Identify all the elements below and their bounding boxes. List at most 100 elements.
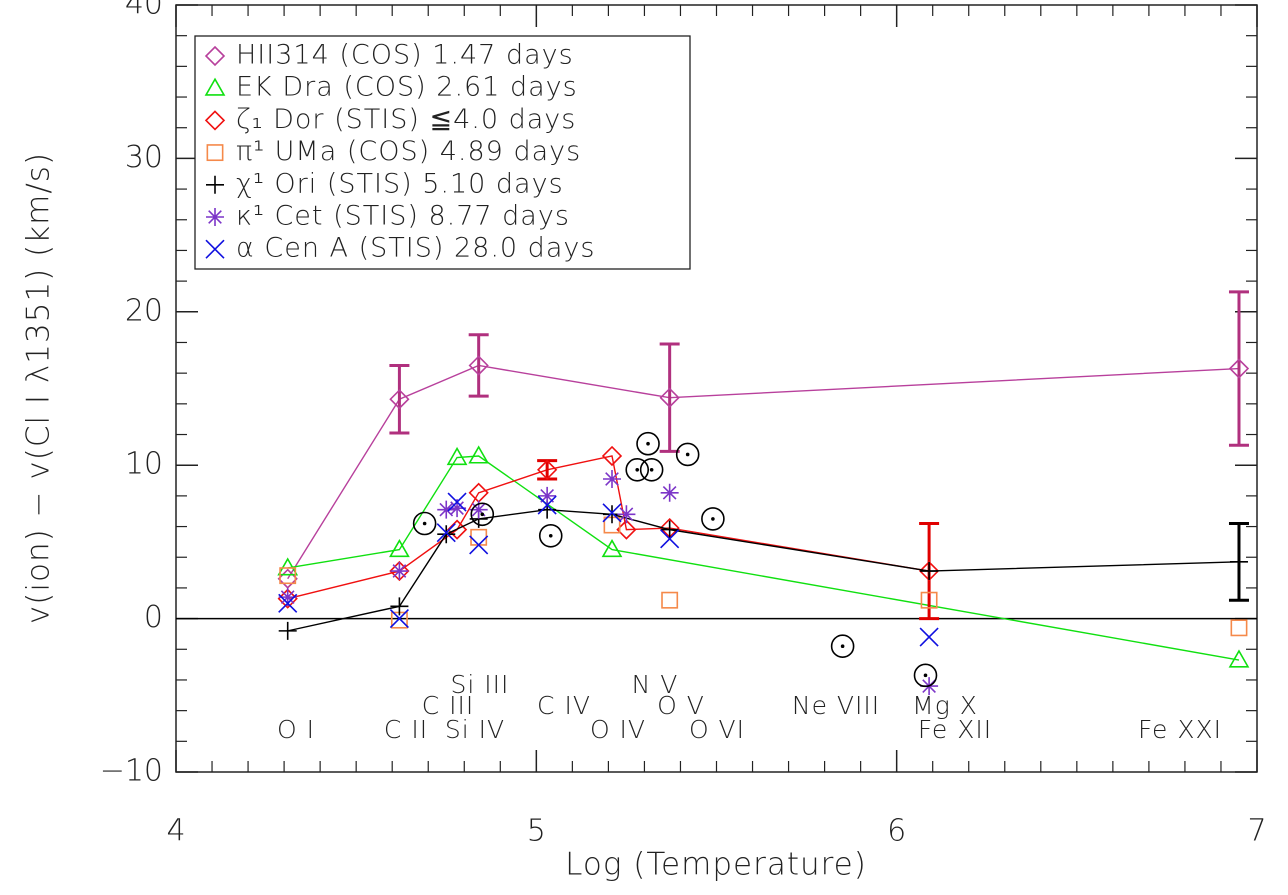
x-tick-label: 7 [1247,814,1266,849]
marker-diamond [277,568,298,589]
marker-diamond [468,355,489,376]
ion-label: N V [632,670,679,699]
marker-sun [636,431,660,456]
marker-sun [639,458,664,482]
marker-plus [390,597,409,616]
marker-plus [206,175,224,194]
ion-label: Si IV [445,715,505,744]
y-tick-label: 0 [144,600,163,635]
marker-square [206,144,224,162]
marker-square [279,567,297,585]
marker-plus [1229,552,1248,571]
ion-label: O I [277,715,315,744]
marker-x [919,627,939,647]
legend-label: HII314 (COS) 1.47 days [236,40,574,71]
ion-label: O IV [590,715,646,744]
marker-triangle [277,557,299,576]
legend-label: π¹ UMa (COS) 4.89 days [236,136,581,167]
marker-triangle [446,446,468,466]
ion-label: Si III [451,670,510,699]
marker-x [447,492,467,512]
legend-label: EK Dra (COS) 2.61 days [236,72,578,103]
marker-square [920,591,938,609]
marker-x [660,529,680,549]
marker-asterisk [603,470,622,489]
error-bar [1228,290,1249,447]
marker-x [537,495,557,515]
marker-diamond [204,110,226,131]
x-tick-label: 5 [527,814,546,849]
marker-diamond [277,588,298,609]
marker-asterisk [448,499,467,518]
series-line [287,455,930,600]
marker-diamond [204,45,226,67]
marker-triangle [389,538,410,558]
marker-diamond [1228,358,1250,379]
marker-sun [470,502,495,527]
marker-asterisk [278,588,297,607]
series-line [287,364,1240,580]
x-axis-label: Log (Temperature) [565,847,867,883]
marker-x [436,523,456,543]
legend-label: ζ₁ Dor (STIS) ≦4.0 days [236,104,576,135]
marker-plus [920,562,939,581]
marker-asterisk [206,208,224,226]
legend-box [194,35,691,270]
marker-asterisk [437,500,456,519]
marker-asterisk [617,505,636,524]
error-bar [537,459,558,481]
x-tick-label: 4 [166,814,185,849]
marker-square [1230,619,1248,637]
marker-diamond [389,389,410,410]
marker-triangle [204,77,226,96]
marker-x [389,609,409,629]
ion-label: C III [422,691,475,720]
ion-label: Fe XII [918,715,992,744]
marker-x [469,535,489,555]
marker-plus [278,621,297,640]
marker-asterisk [469,500,488,519]
marker-triangle [1228,649,1250,668]
marker-x [205,239,225,259]
marker-sun [538,523,563,548]
marker-diamond [601,445,623,467]
x-tick-label: 6 [887,814,906,849]
marker-diamond [537,459,558,480]
legend-label: κ¹ Cet (STIS) 8.77 days [236,201,570,232]
marker-square [470,528,488,546]
marker-plus [437,525,456,544]
ion-label: C IV [537,691,591,720]
marker-sun [412,511,437,536]
y-tick-label: 10 [125,447,163,482]
error-bar [389,363,410,435]
marker-sun [625,458,650,482]
marker-plus [660,520,679,539]
marker-diamond [659,387,680,408]
error-bar [468,333,489,398]
legend-label: α Cen A (STIS) 28.0 days [236,233,595,264]
legend-label: χ¹ Ori (STIS) 5.10 days [236,168,564,199]
ion-label: O VI [689,715,745,744]
y-tick-label: 30 [125,140,163,175]
marker-sun [913,663,938,688]
marker-x [278,593,298,613]
y-tick-label: 20 [125,293,163,328]
marker-square [661,591,679,609]
ion-label: Ne VIII [792,691,880,720]
y-tick-label: −10 [100,754,163,789]
marker-triangle [468,445,490,464]
ion-label: C II [384,715,428,744]
marker-triangle [601,538,623,558]
y-tick-label: 40 [125,0,163,22]
series-line [287,508,1240,632]
ion-label: Fe XXI [1138,715,1222,744]
marker-x [602,503,622,523]
ion-label: O V [657,691,705,720]
series-line [287,455,1240,661]
y-axis-label: v(ion) − v(Cl I λ1351) (km/s) [21,152,57,624]
marker-asterisk [660,483,679,502]
ion-label: Mg X [912,691,978,720]
